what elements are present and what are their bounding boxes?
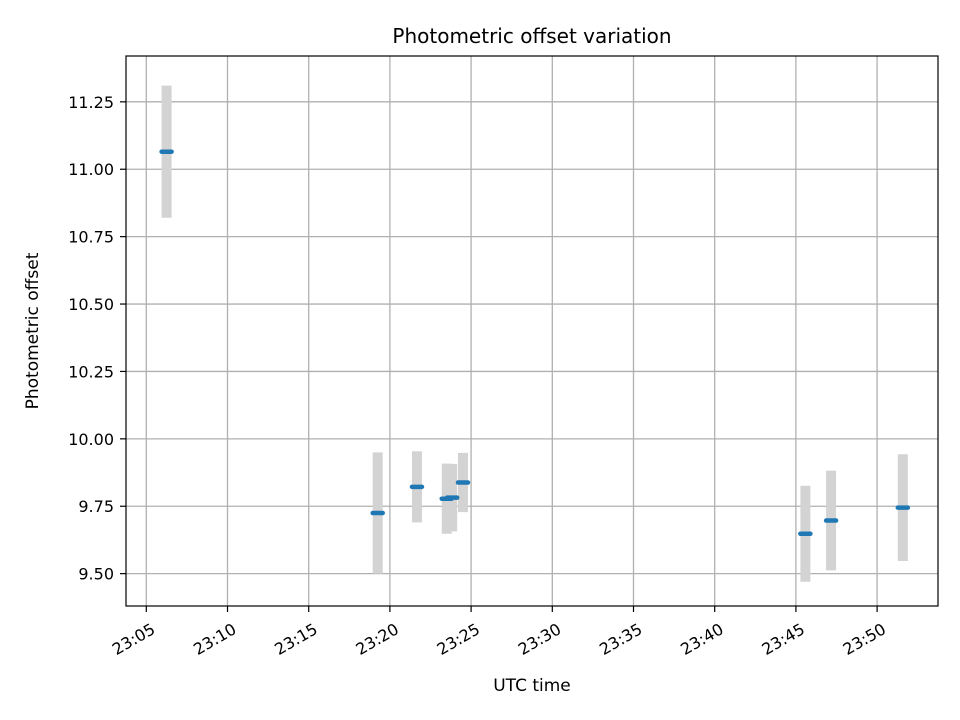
- x-tick-label: 23:40: [677, 619, 726, 659]
- x-tick-label: 23:50: [840, 619, 889, 659]
- x-tick-label: 23:45: [758, 619, 807, 659]
- y-tick-label: 10.25: [68, 362, 114, 381]
- y-axis-title: Photometric offset: [23, 252, 43, 409]
- chart-title: Photometric offset variation: [392, 24, 671, 48]
- x-tick-label: 23:05: [109, 619, 158, 659]
- y-tick-label: 10.75: [68, 228, 114, 247]
- y-tick-label: 10.50: [68, 295, 114, 314]
- x-tick-label: 23:30: [515, 619, 564, 659]
- plot-frame: [125, 55, 939, 607]
- y-tick-label: 10.00: [68, 430, 114, 449]
- y-tick-label: 9.75: [78, 497, 114, 516]
- error-bars: [161, 85, 908, 582]
- x-tick-label: 23:35: [596, 619, 645, 659]
- y-axis-ticks: 9.50 9.75 10.00 10.25 10.50 10.75 11.00 11.25: [68, 93, 126, 584]
- x-tick-label: 23:10: [190, 619, 239, 659]
- data-points: [159, 149, 911, 536]
- y-tick-label: 11.00: [68, 160, 114, 179]
- grid: [126, 56, 938, 606]
- y-tick-label: 9.50: [78, 565, 114, 584]
- x-tick-label: 23:20: [352, 619, 401, 659]
- x-axis-title: UTC time: [493, 676, 571, 696]
- x-tick-label: 23:25: [434, 619, 483, 659]
- x-axis-ticks: 23:05 23:10 23:15 23:20 23:25 23:30 23:35 23:40…: [109, 606, 889, 659]
- y-tick-label: 11.25: [68, 93, 114, 112]
- x-tick-label: 23:15: [271, 619, 320, 659]
